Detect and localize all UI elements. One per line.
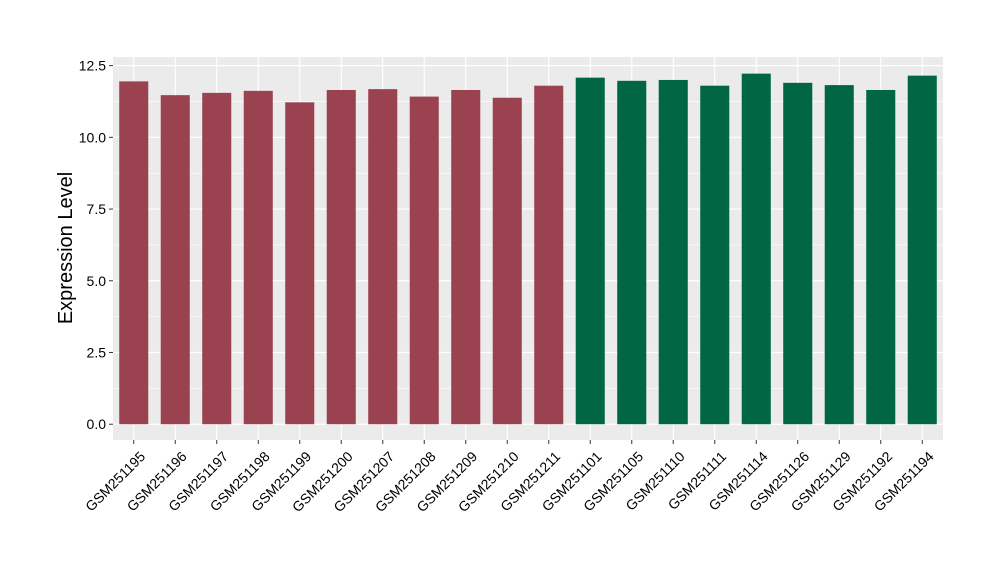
bar-GSM251194 (907, 75, 937, 425)
x-axis-ticks: GSM251195GSM251196GSM251197GSM251198GSM2… (82, 440, 937, 515)
bar-GSM251197 (202, 92, 232, 425)
bar-GSM251208 (409, 96, 439, 425)
bar-GSM251192 (866, 89, 896, 425)
y-tick-label: 2.5 (87, 344, 107, 360)
plot-panel (113, 57, 943, 440)
bar-GSM251210 (492, 97, 522, 425)
bar-GSM251126 (783, 82, 813, 425)
bar-GSM251207 (368, 89, 398, 425)
bar-GSM251195 (119, 81, 149, 425)
bar-GSM251211 (534, 85, 564, 425)
y-tick-label: 12.5 (79, 58, 106, 74)
bar-GSM251199 (285, 102, 315, 425)
bar-GSM251110 (658, 79, 688, 425)
y-tick-label: 10.0 (79, 129, 106, 145)
y-axis-ticks: 0.0 2.5 5.0 7.5 10.0 12.5 (79, 58, 113, 432)
y-axis-title: Expression Level (55, 172, 77, 324)
y-tick-label: 0.0 (87, 416, 107, 432)
bar-GSM251209 (451, 89, 481, 425)
bar-GSM251114 (741, 73, 771, 425)
bar-GSM251111 (700, 85, 730, 425)
y-tick-label: 5.0 (87, 273, 107, 289)
bar-GSM251198 (243, 90, 273, 425)
y-tick-label: 7.5 (87, 201, 107, 217)
bar-GSM251196 (160, 95, 190, 425)
bar-GSM251101 (575, 77, 605, 425)
bar-GSM251105 (617, 80, 647, 425)
bar-GSM251200 (326, 89, 356, 425)
bars (119, 73, 937, 425)
bar-GSM251129 (824, 85, 854, 425)
